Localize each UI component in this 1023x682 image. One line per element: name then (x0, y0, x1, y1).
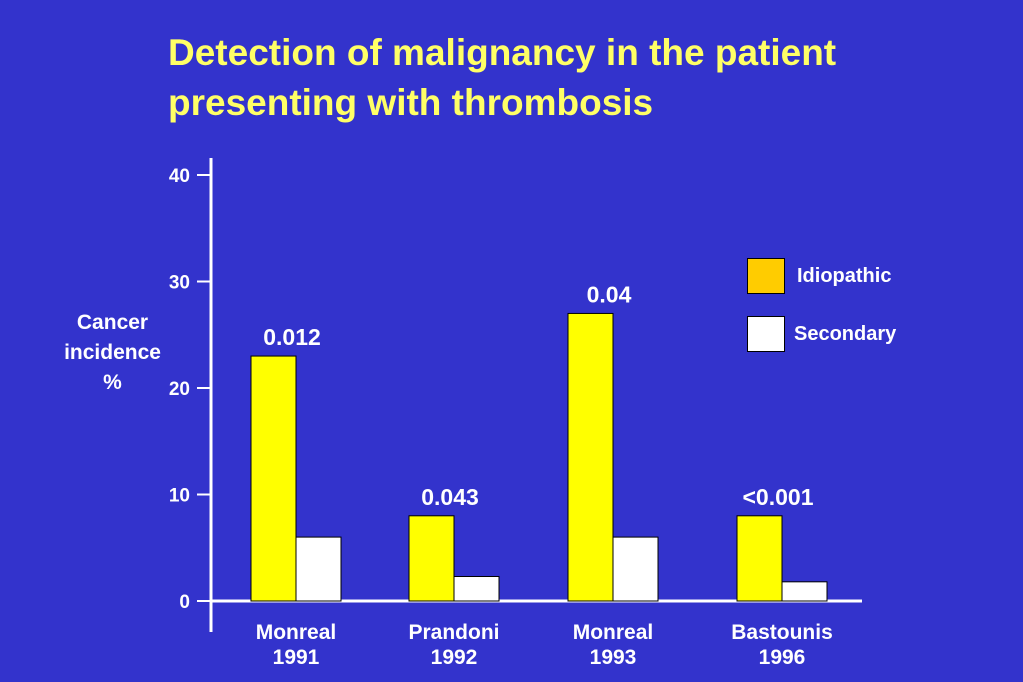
legend-item-secondary: Secondary (747, 316, 896, 352)
x-category-label: Prandoni (408, 621, 499, 644)
bar-idiopathic (736, 515, 783, 602)
title-line-2: presenting with thrombosis (168, 82, 654, 123)
bar-idiopathic (250, 355, 297, 602)
p-value-label: 0.043 (421, 484, 479, 510)
legend-label-secondary: Secondary (794, 322, 897, 345)
y-axis-label: Cancer incidence % (40, 308, 185, 398)
p-value-label: <0.001 (743, 484, 814, 510)
y-axis-label-line-3: % (103, 371, 122, 394)
bar-idiopathic (567, 312, 614, 602)
y-tick-label: 30 (169, 273, 190, 294)
y-tick-label: 20 (169, 379, 190, 400)
x-category-year: 1991 (273, 646, 320, 669)
x-category-year: 1992 (431, 646, 478, 669)
bar-secondary (453, 576, 500, 602)
y-axis-label-line-1: Cancer (76, 311, 149, 334)
legend-swatch-idiopathic (747, 258, 785, 294)
y-tick-label: 0 (179, 592, 190, 613)
x-category-label: Monreal (573, 621, 654, 644)
x-category-year: 1996 (759, 646, 806, 669)
title-line-1: Detection of malignancy in the patient (168, 32, 837, 73)
legend-item-idiopathic: Idiopathic (747, 258, 891, 294)
legend-swatch-secondary (747, 316, 785, 352)
p-value-label: 0.04 (587, 281, 632, 307)
bar-idiopathic (408, 515, 455, 602)
bar-secondary (295, 536, 342, 602)
y-tick-label: 40 (169, 166, 190, 187)
x-category-year: 1993 (590, 646, 637, 669)
x-category-label: Monreal (256, 621, 337, 644)
chart-title: Detection of malignancy in the patient p… (168, 28, 988, 128)
legend-label-idiopathic: Idiopathic (797, 264, 892, 287)
bar-secondary (612, 536, 659, 602)
p-value-label: 0.012 (263, 324, 321, 350)
y-tick-label: 10 (169, 486, 190, 507)
x-category-label: Bastounis (731, 621, 833, 644)
bar-secondary (781, 581, 828, 602)
y-axis-label-line-2: incidence (64, 341, 161, 364)
